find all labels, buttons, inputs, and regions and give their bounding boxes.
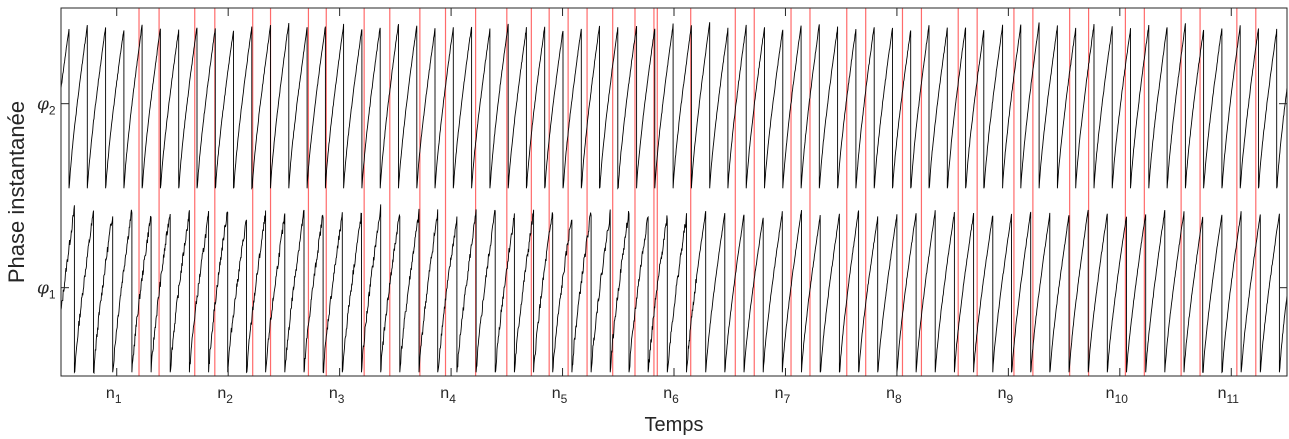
- x-tick-label: n9: [998, 385, 1014, 406]
- series-line-phi1: [60, 204, 1288, 375]
- series-line-phi2: [60, 22, 1288, 190]
- x-tick-label: n8: [886, 385, 902, 406]
- y-axis-label: Phase instantanée: [4, 101, 29, 283]
- x-tick-label: n10: [1106, 385, 1129, 406]
- x-axis-label: Temps: [645, 414, 704, 436]
- x-axis-ticks: n1 n2 n3 n4 n5 n6 n7 n8 n9 n10 n11: [106, 8, 1239, 406]
- x-tick-label: n2: [217, 385, 233, 406]
- x-tick-label: n6: [663, 385, 679, 406]
- y-axis-ticks: φ1 φ2: [37, 95, 1287, 302]
- x-tick-label: n11: [1218, 385, 1240, 406]
- y-tick-label: φ1: [37, 279, 56, 302]
- x-tick-label: n1: [106, 385, 122, 406]
- x-tick-label: n3: [329, 385, 345, 406]
- plot-background: [61, 8, 1287, 376]
- x-tick-label: n7: [775, 385, 791, 406]
- series-layer: [60, 22, 1288, 375]
- x-tick-label: n5: [552, 385, 568, 406]
- y-tick-label: φ2: [37, 95, 56, 118]
- x-tick-label: n4: [440, 385, 456, 406]
